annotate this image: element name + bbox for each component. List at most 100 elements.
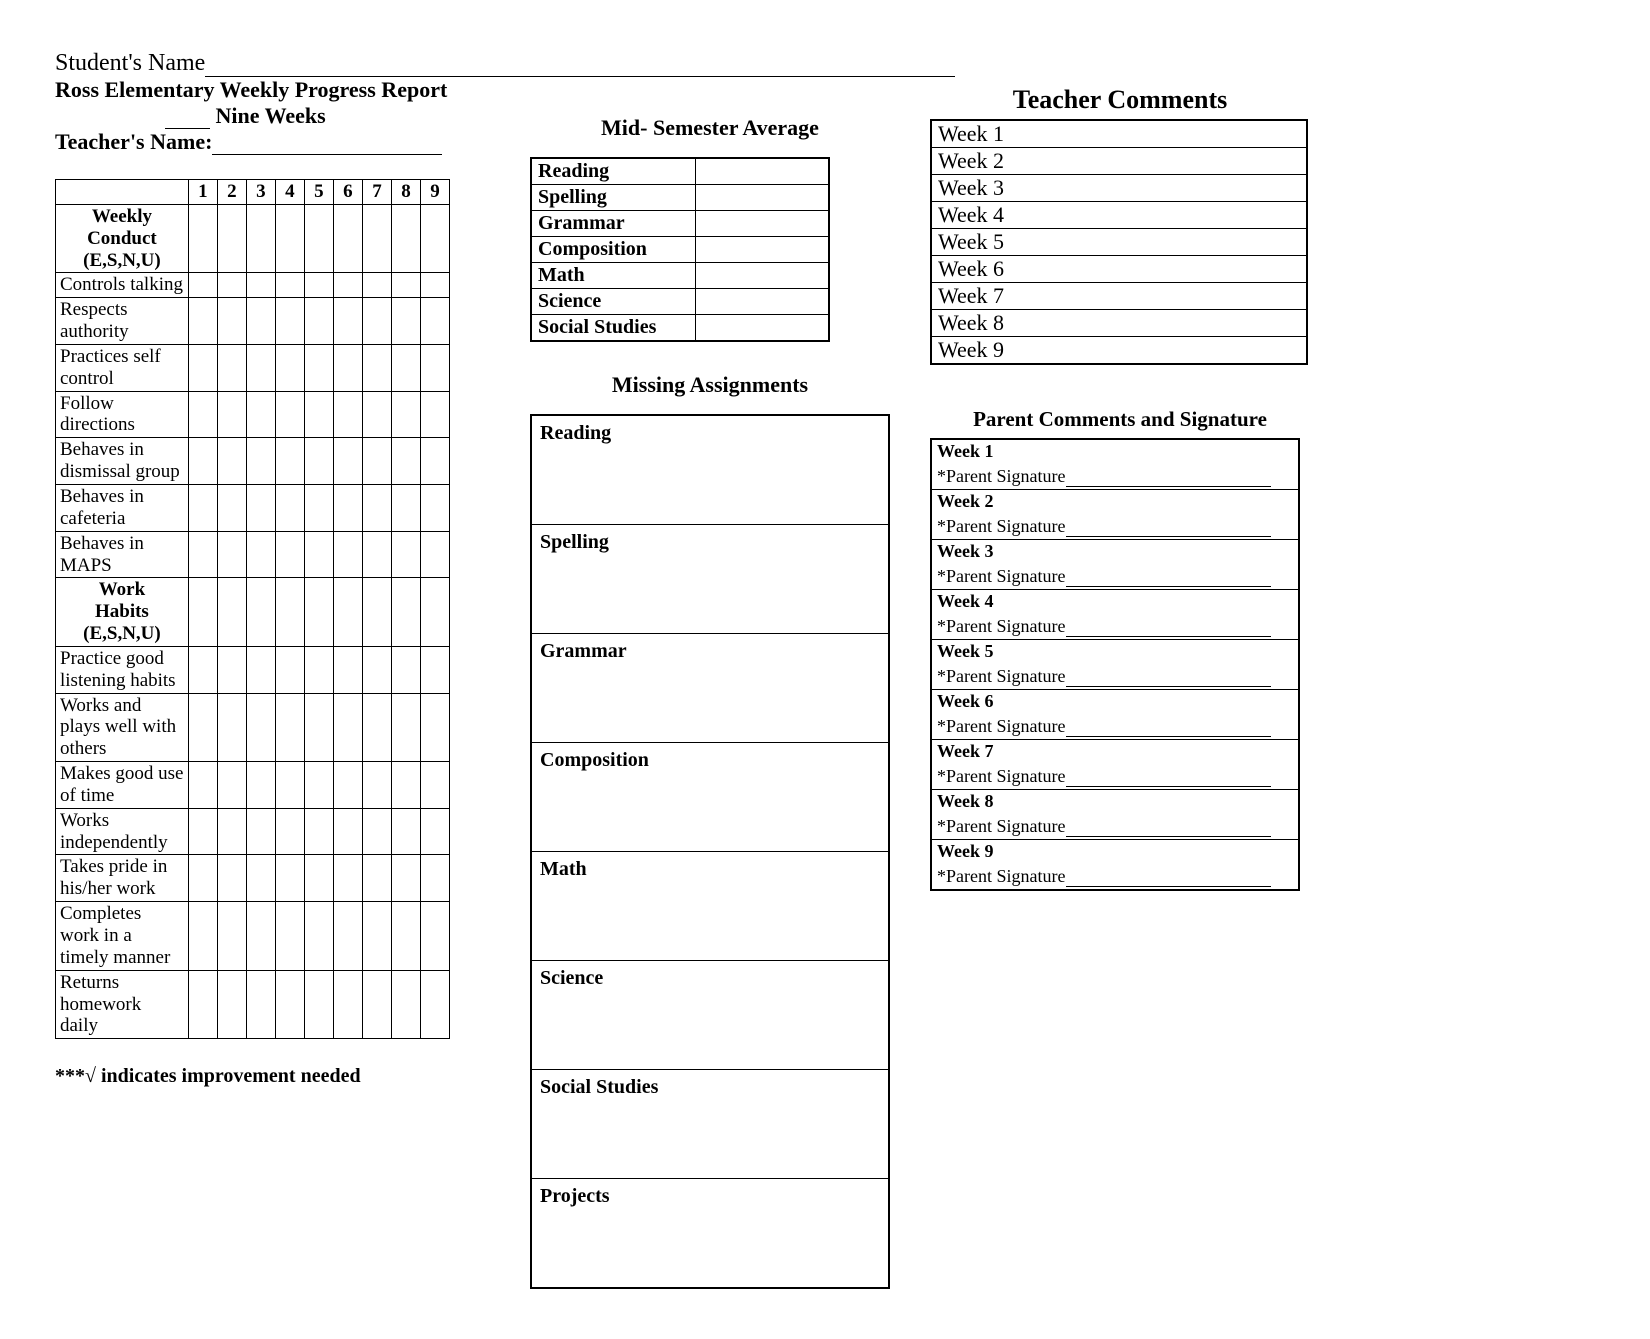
week-label: Week 7	[937, 741, 1293, 762]
table-row: Takes pride in his/her work	[56, 855, 450, 902]
cell	[188, 531, 217, 578]
cell	[304, 855, 333, 902]
week-label: Week 2	[937, 491, 1293, 512]
cell	[420, 298, 449, 345]
table-row: Spelling	[531, 525, 889, 634]
cell	[188, 646, 217, 693]
cell	[246, 438, 275, 485]
subject-label: Social Studies	[531, 1070, 889, 1179]
table-row: Science	[531, 289, 829, 315]
cell	[420, 391, 449, 438]
table-row: Week 5 *Parent Signature	[931, 640, 1299, 690]
cell	[275, 391, 304, 438]
cell	[304, 762, 333, 809]
cell	[275, 970, 304, 1039]
table-row: Week 2 *Parent Signature	[931, 490, 1299, 540]
row-label: Takes pride in his/her work	[56, 855, 189, 902]
cell	[362, 902, 391, 971]
table-row: Social Studies	[531, 1070, 889, 1179]
row-label: Follow directions	[56, 391, 189, 438]
table-row: WorkHabits(E,S,N,U)	[56, 578, 450, 647]
cell	[304, 970, 333, 1039]
signature-line: *Parent Signature	[937, 766, 1293, 787]
week-label: Week 8	[931, 310, 1307, 337]
cell	[333, 438, 362, 485]
table-row: Week 4	[931, 202, 1307, 229]
subject-value	[696, 315, 830, 342]
cell	[217, 902, 246, 971]
subject-label: Spelling	[531, 525, 889, 634]
cell	[246, 855, 275, 902]
signature-underline	[1066, 572, 1271, 587]
signature-line: *Parent Signature	[937, 666, 1293, 687]
week-label: Week 1	[931, 120, 1307, 148]
week-label: Week 8	[937, 791, 1293, 812]
signature-line: *Parent Signature	[937, 616, 1293, 637]
cell	[275, 646, 304, 693]
cell	[217, 484, 246, 531]
missing-table: ReadingSpellingGrammarCompositionMathSci…	[530, 414, 890, 1289]
parent-comments-table: Week 1 *Parent Signature Week 2 *Parent Sig…	[930, 438, 1300, 891]
cell	[217, 855, 246, 902]
col-8: 8	[391, 180, 420, 205]
cell	[246, 298, 275, 345]
cell	[304, 344, 333, 391]
cell	[246, 693, 275, 762]
subject-value	[696, 237, 830, 263]
col-9: 9	[420, 180, 449, 205]
table-row: Reading	[531, 158, 829, 185]
cell	[333, 855, 362, 902]
cell	[333, 344, 362, 391]
row-label: Respects authority	[56, 298, 189, 345]
table-row: Math	[531, 852, 889, 961]
parent-week-cell: Week 3*Parent Signature	[931, 540, 1299, 590]
row-label: Practice good listening habits	[56, 646, 189, 693]
cell	[391, 970, 420, 1039]
cell	[362, 484, 391, 531]
cell	[246, 646, 275, 693]
cell	[362, 438, 391, 485]
subject-label: Grammar	[531, 634, 889, 743]
table-row: Social Studies	[531, 315, 829, 342]
week-label: Week 5	[937, 641, 1293, 662]
parent-week-cell: Week 9*Parent Signature	[931, 840, 1299, 891]
cell	[420, 808, 449, 855]
parent-week-cell: Week 6*Parent Signature	[931, 690, 1299, 740]
cell	[420, 438, 449, 485]
cell	[391, 693, 420, 762]
week-label: Week 1	[937, 441, 1293, 462]
cell	[391, 391, 420, 438]
row-label: Completes work in a timely manner	[56, 902, 189, 971]
cell	[420, 344, 449, 391]
subject-label: Spelling	[531, 185, 696, 211]
cell	[188, 391, 217, 438]
signature-underline	[1066, 672, 1271, 687]
table-row: Week 4*Parent Signature	[931, 590, 1299, 640]
nine-weeks-label: Nine Weeks	[216, 103, 326, 128]
cell	[217, 970, 246, 1039]
parent-signature-label: *Parent Signature	[937, 516, 1065, 536]
signature-line: *Parent Signature	[937, 466, 1293, 487]
cell	[304, 484, 333, 531]
teacher-comments-table: Week 1Week 2Week 3Week 4Week 5Week 6Week…	[930, 119, 1308, 365]
table-row: Week 9	[931, 337, 1307, 365]
cell	[391, 438, 420, 485]
cell	[246, 902, 275, 971]
cell	[333, 970, 362, 1039]
parent-signature-label: *Parent Signature	[937, 616, 1065, 636]
cell	[420, 855, 449, 902]
cell	[333, 391, 362, 438]
table-row: Works and plays well with others	[56, 693, 450, 762]
cell	[391, 531, 420, 578]
parent-comments-title: Parent Comments and Signature	[930, 407, 1310, 432]
cell	[362, 855, 391, 902]
cell	[420, 970, 449, 1039]
cell	[391, 298, 420, 345]
signature-underline	[1066, 622, 1271, 637]
cell	[362, 298, 391, 345]
table-row: 1 2 3 4 5 6 7 8 9	[56, 180, 450, 205]
table-row: Math	[531, 263, 829, 289]
subject-label: Grammar	[531, 211, 696, 237]
cell	[188, 344, 217, 391]
cell	[304, 438, 333, 485]
